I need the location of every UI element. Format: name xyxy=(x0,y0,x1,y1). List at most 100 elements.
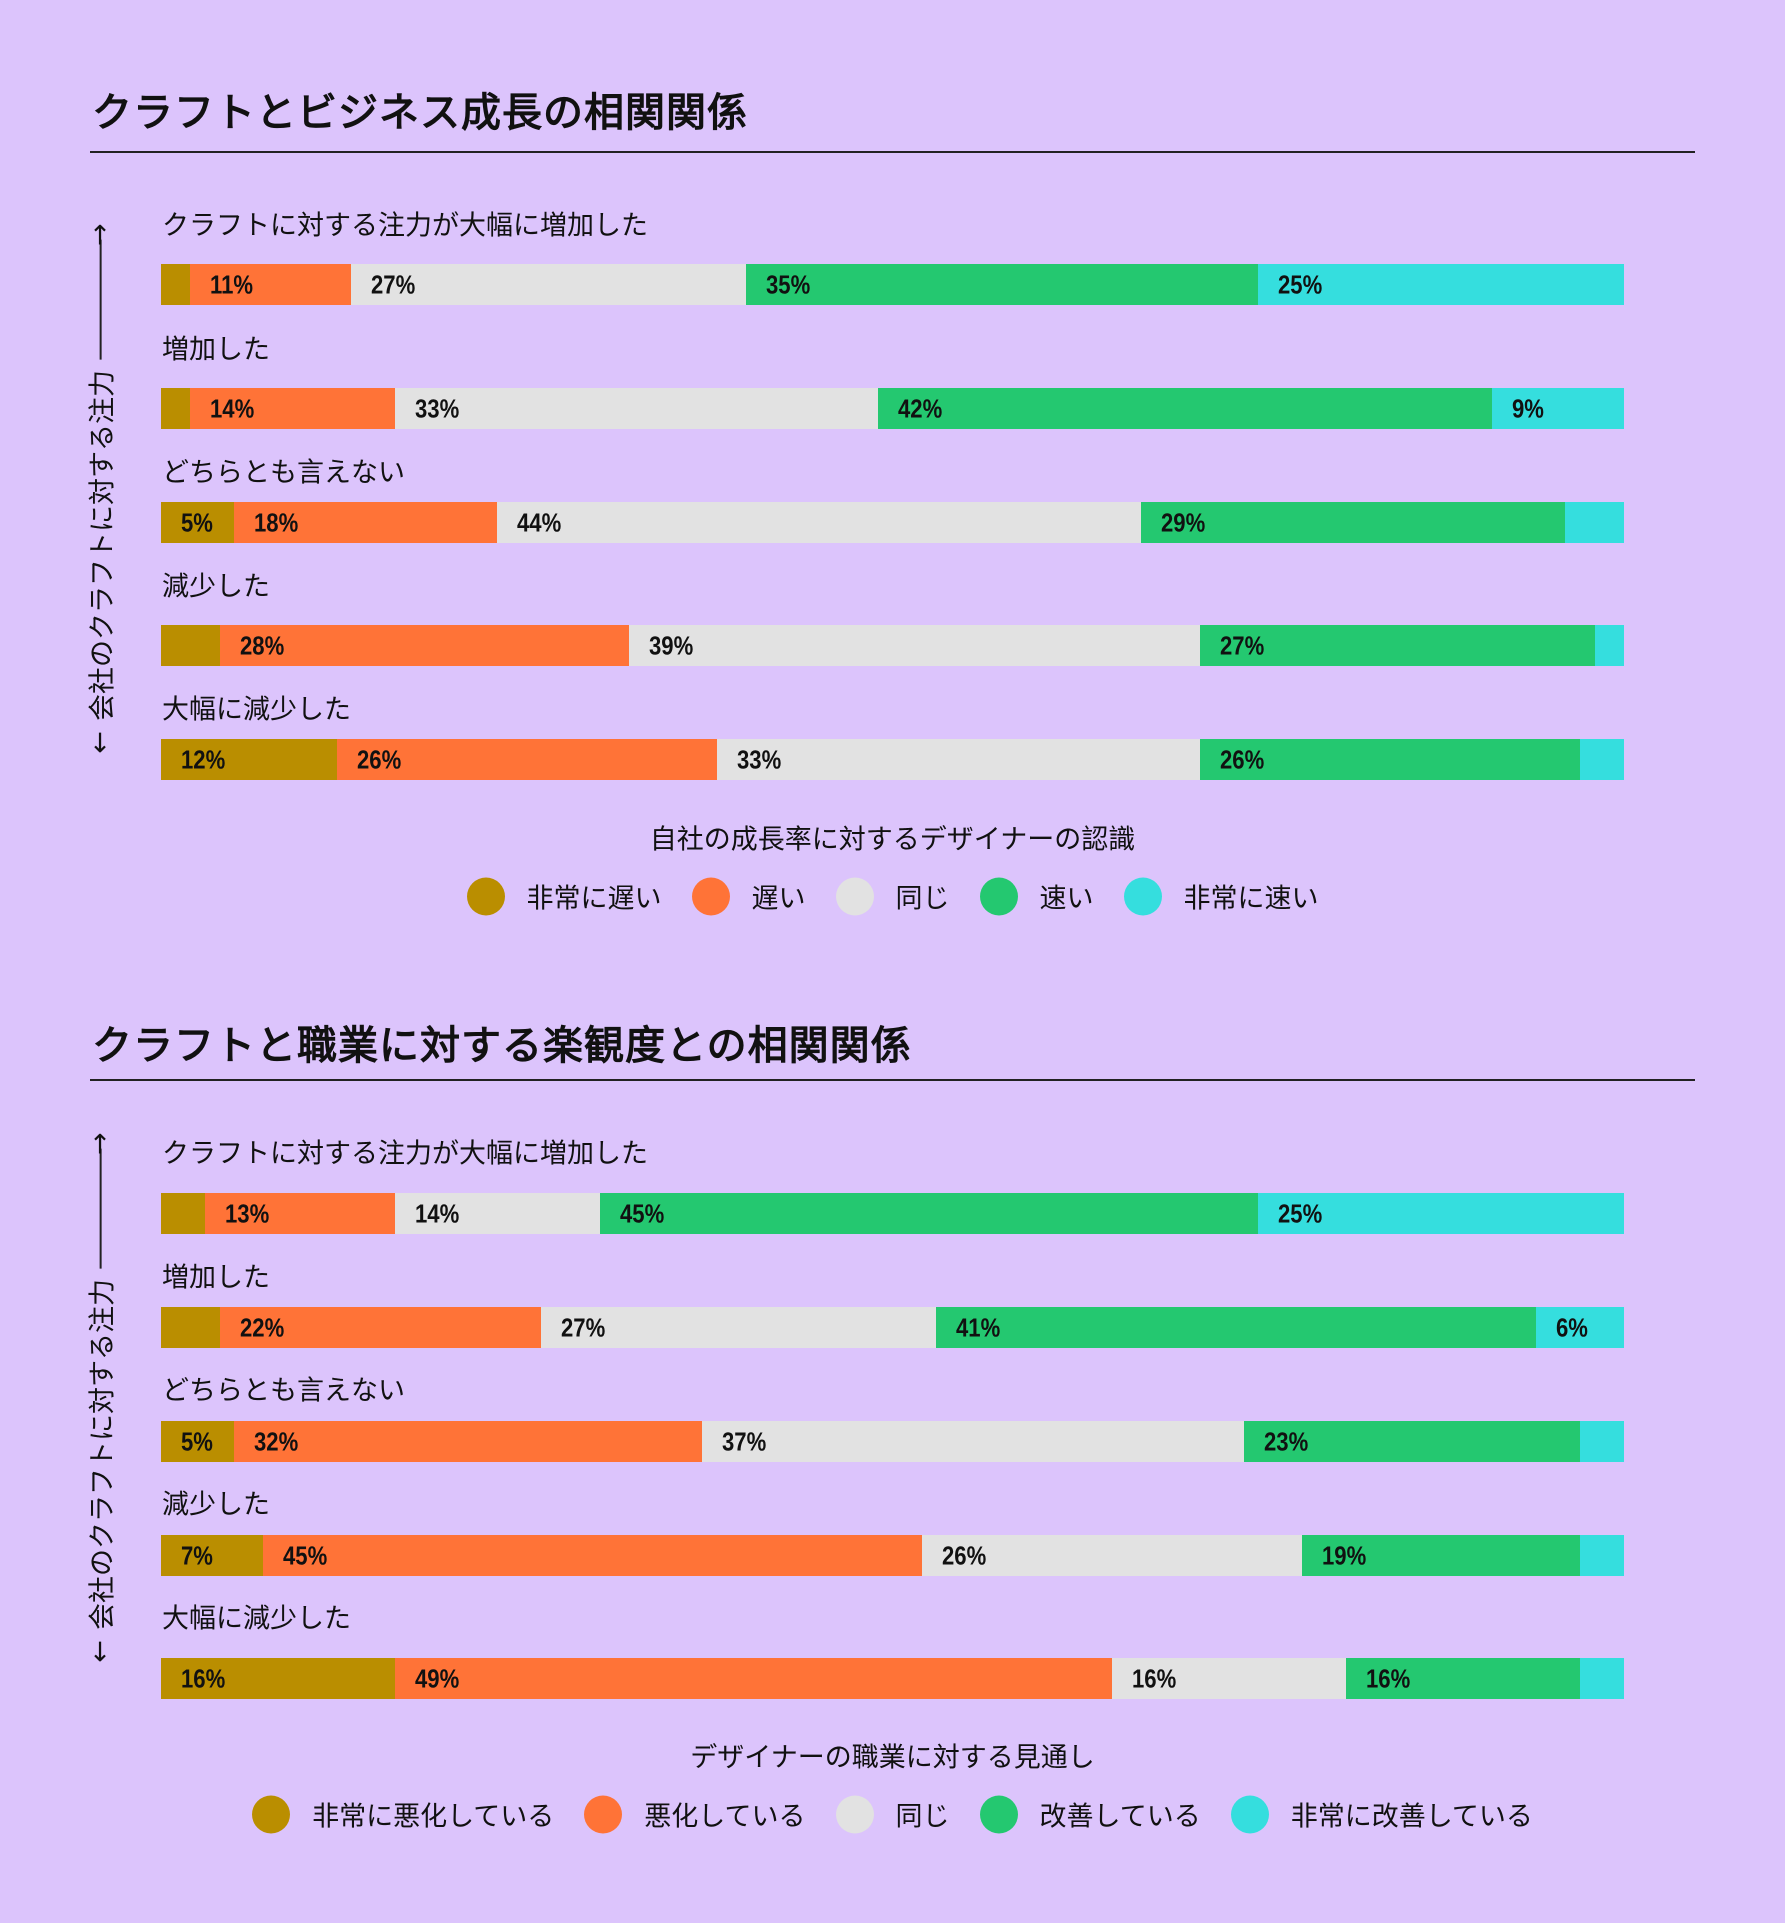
bar-segment: 25% xyxy=(1258,264,1624,305)
data-label: 26% xyxy=(941,1540,986,1570)
legend-label: 改善している xyxy=(1039,1801,1201,1833)
data-label: 49% xyxy=(415,1663,460,1693)
data-label: 23% xyxy=(1263,1426,1308,1456)
bar-segment xyxy=(1594,625,1624,666)
stacked-bar: 5% 32% 37% 23% xyxy=(161,1421,1624,1462)
legend-item: 非常に遅い xyxy=(466,877,662,916)
legend-label: 非常に遅い xyxy=(526,883,662,915)
bar-segment: 26% xyxy=(1199,739,1581,780)
bar-segment: 6% xyxy=(1536,1307,1624,1348)
legend-swatch xyxy=(1230,1795,1269,1833)
data-label: 35% xyxy=(766,269,811,299)
bar-segment: 27% xyxy=(351,264,747,305)
data-label: 26% xyxy=(356,744,401,774)
bar-segment: 37% xyxy=(702,1421,1244,1462)
bar-segment: 11% xyxy=(190,264,352,305)
bar-segment: 35% xyxy=(746,264,1259,305)
arrow-up-icon: → xyxy=(84,222,116,246)
data-label: 5% xyxy=(181,507,213,537)
legend-label: 速い xyxy=(1039,883,1094,915)
data-label: 33% xyxy=(415,393,460,423)
legend-swatch xyxy=(835,1795,874,1833)
bar-segment: 26% xyxy=(921,1535,1303,1576)
chart2-x-axis-title: デザイナーの職業に対する見通し xyxy=(690,1742,1095,1774)
legend-item: 非常に速い xyxy=(1123,877,1319,916)
bar-segment: 27% xyxy=(541,1307,937,1348)
bar-segment xyxy=(1580,1658,1624,1699)
data-label: 42% xyxy=(897,393,943,423)
bar-segment: 27% xyxy=(1199,625,1595,666)
bar-segment xyxy=(161,1193,205,1234)
chart2-divider xyxy=(90,1079,1695,1081)
bar-segment: 12% xyxy=(161,739,337,780)
data-label: 29% xyxy=(1161,507,1206,537)
bar-segment: 9% xyxy=(1492,388,1624,429)
row-label: 大幅に減少した xyxy=(162,1603,351,1635)
legend-swatch xyxy=(1123,877,1162,915)
arrow-line xyxy=(99,1148,102,1269)
bar-segment xyxy=(1580,739,1624,780)
legend-label: 同じ xyxy=(895,883,950,915)
legend-swatch xyxy=(584,1795,623,1833)
row-label: クラフトに対する注力が大幅に増加した xyxy=(162,210,648,242)
data-label: 18% xyxy=(254,507,299,537)
data-label: 19% xyxy=(1322,1540,1367,1570)
legend-item: 同じ xyxy=(835,1795,950,1834)
data-label: 6% xyxy=(1556,1312,1589,1342)
chart1-ylabel-text: 会社のクラフトに対する注力 xyxy=(87,369,119,721)
bar-segment xyxy=(161,264,191,305)
data-label: 14% xyxy=(210,393,255,423)
legend-swatch xyxy=(835,877,874,915)
stacked-bar: 22% 27% 41% 6% xyxy=(161,1307,1624,1348)
row-label: どちらとも言えない xyxy=(162,1375,405,1407)
chart2-ylabel-text: 会社のクラフトに対する注力 xyxy=(87,1278,119,1630)
bar-segment: 5% xyxy=(161,1421,235,1462)
row-label: 減少した xyxy=(162,1489,270,1521)
data-label: 12% xyxy=(181,744,226,774)
data-label: 33% xyxy=(736,744,782,774)
bar-segment: 45% xyxy=(263,1535,922,1576)
legend-label: 非常に悪化している xyxy=(312,1801,555,1833)
data-label: 32% xyxy=(254,1426,299,1456)
bar-segment: 14% xyxy=(190,388,396,429)
chart2-y-axis-label: ← 会社のクラフトに対する注力 → xyxy=(81,1132,120,1662)
stacked-bar: 7% 45% 26% 19% xyxy=(161,1535,1624,1576)
arrow-down-icon: ← xyxy=(84,730,116,754)
row-label: 大幅に減少した xyxy=(162,694,351,726)
data-label: 41% xyxy=(956,1312,1001,1342)
legend-swatch xyxy=(252,1795,291,1833)
legend-label: 悪化している xyxy=(644,1801,806,1833)
legend-item: 遅い xyxy=(691,877,806,916)
data-label: 16% xyxy=(1366,1663,1411,1693)
data-label: 7% xyxy=(181,1540,213,1570)
chart1-divider xyxy=(90,151,1695,153)
data-label: 27% xyxy=(371,269,416,299)
bar-segment xyxy=(1565,502,1624,543)
data-label: 45% xyxy=(283,1540,328,1570)
data-label: 9% xyxy=(1512,393,1545,423)
bar-segment xyxy=(161,625,220,666)
legend-label: 遅い xyxy=(751,883,806,915)
data-label: 39% xyxy=(649,630,694,660)
data-label: 26% xyxy=(1219,744,1264,774)
legend-swatch xyxy=(979,1795,1018,1833)
stacked-bar: 13% 14% 45% 25% xyxy=(161,1193,1624,1234)
bar-segment: 13% xyxy=(204,1193,396,1234)
legend-item: 非常に改善している xyxy=(1230,1795,1533,1834)
data-label: 16% xyxy=(1131,1663,1177,1693)
stacked-bar: 5% 18% 44% 29% xyxy=(161,502,1624,543)
bar-segment: 42% xyxy=(877,388,1493,429)
bar-segment: 5% xyxy=(161,502,235,543)
bar-segment xyxy=(1580,1421,1624,1462)
legend-item: 非常に悪化している xyxy=(252,1795,554,1834)
data-label: 5% xyxy=(181,1426,213,1456)
stacked-bar: 12% 26% 33% 26% xyxy=(161,739,1624,780)
bar-segment: 29% xyxy=(1141,502,1566,543)
chart1-title: クラフトとビジネス成長の相関関係 xyxy=(92,90,748,136)
data-label: 27% xyxy=(561,1312,606,1342)
legend-item: 悪化している xyxy=(584,1795,806,1834)
bar-segment: 18% xyxy=(234,502,498,543)
chart2-title: クラフトと職業に対する楽観度との相関関係 xyxy=(92,1023,912,1069)
legend-label: 非常に速い xyxy=(1183,883,1319,915)
